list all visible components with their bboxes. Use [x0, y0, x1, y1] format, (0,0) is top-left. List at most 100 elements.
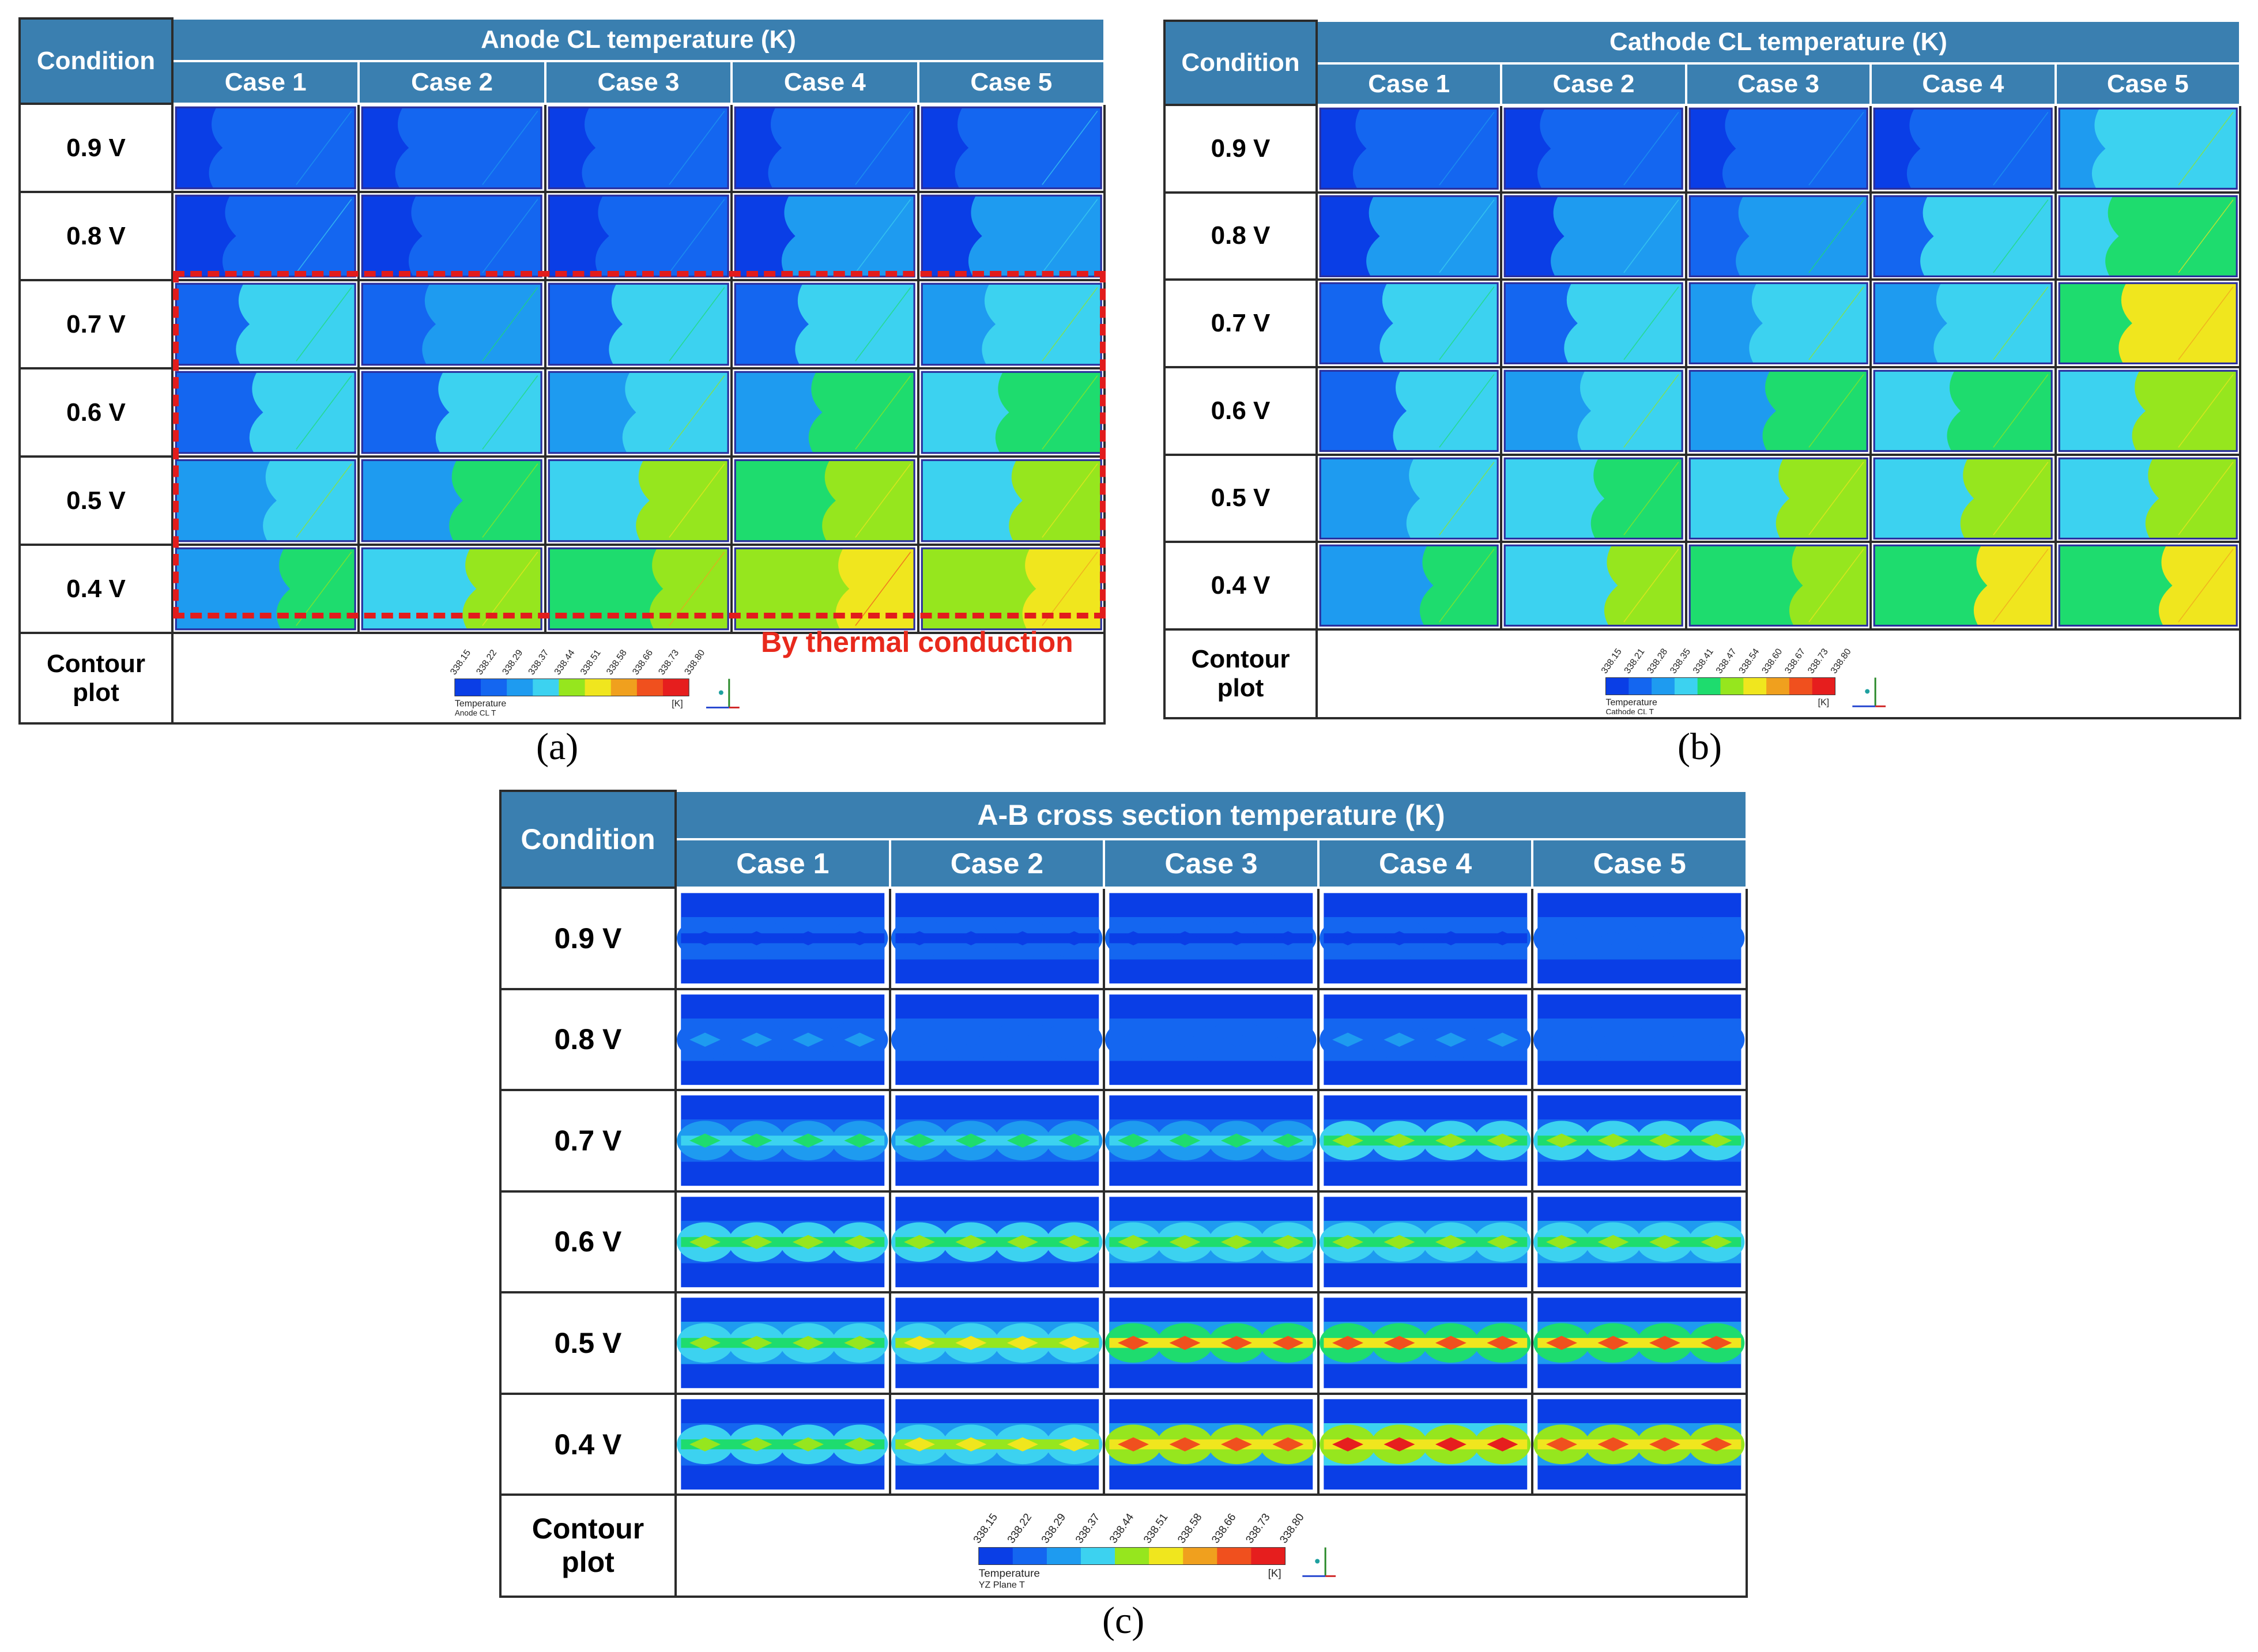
- case-header: Case 5: [2054, 62, 2242, 106]
- temperature-contour: [1533, 994, 1745, 1085]
- panel-b-table: Condition Cathode CL temperature (K) Cas…: [1163, 20, 2242, 720]
- contour-image: [1531, 1291, 1748, 1395]
- temperature-contour: [1319, 195, 1499, 277]
- contour-image: [730, 455, 919, 546]
- temperature-contour: [1504, 282, 1684, 365]
- contour-image: [888, 987, 1106, 1092]
- contour-image: [917, 455, 1106, 546]
- case-header: Case 3: [1103, 838, 1320, 889]
- temperature-contour: [891, 994, 1102, 1085]
- voltage-label: 0.8 V: [499, 987, 677, 1092]
- temperature-contour: [1533, 1298, 1745, 1389]
- temperature-contour: [734, 371, 915, 454]
- case-header: Case 2: [888, 838, 1106, 889]
- legend-color-swatch: [585, 679, 612, 696]
- contour-image: [730, 191, 919, 282]
- legend-tick-label: 338.51: [1141, 1511, 1170, 1545]
- temperature-contour: [891, 1196, 1102, 1287]
- contour-image: [730, 102, 919, 194]
- temperature-contour: [921, 371, 1102, 454]
- legend-color-swatch: [1697, 677, 1721, 695]
- legend-tick-label: 338.37: [1073, 1511, 1102, 1545]
- temperature-contour: [1688, 282, 1868, 365]
- temperature-contour: [1319, 369, 1499, 452]
- condition-row: 0.7 V: [18, 279, 1106, 370]
- case-header: Case 4: [1317, 838, 1534, 889]
- legend-color-swatch: [1812, 677, 1836, 695]
- legend-tick-label: 338.29: [501, 648, 525, 677]
- legend-tick-label: 338.80: [1277, 1511, 1306, 1545]
- contour-image: [544, 279, 733, 370]
- temperature-contour: [1319, 893, 1531, 984]
- contour-image: [1500, 365, 1687, 456]
- contour-image: [357, 367, 546, 458]
- contour-image: [544, 191, 733, 282]
- contour-image: [888, 1190, 1106, 1294]
- case-header: Case 3: [544, 60, 733, 105]
- panel-a: Condition Anode CL temperature (K) Case …: [18, 17, 1106, 725]
- contour-image: [1317, 887, 1534, 990]
- temperature-contour: [1105, 1196, 1317, 1287]
- case-header: Case 1: [674, 838, 891, 889]
- contour-image: [1317, 987, 1534, 1092]
- temperature-contour: [1688, 457, 1868, 540]
- temperature-contour: [1319, 107, 1499, 190]
- condition-row: 0.6 V: [1163, 365, 2242, 456]
- temperature-contour: [1105, 893, 1317, 984]
- contour-image: [1869, 191, 2057, 281]
- voltage-label: 0.5 V: [1163, 453, 1318, 544]
- contour-image: [1869, 453, 2057, 544]
- voltage-label: 0.7 V: [499, 1089, 677, 1193]
- legend-unit: [K]: [672, 699, 683, 709]
- temperature-contour: [2058, 195, 2238, 277]
- temperature-contour: [1319, 1399, 1531, 1489]
- legend-variable: Temperature: [1605, 697, 1657, 707]
- temperature-contour: [1319, 1196, 1531, 1287]
- condition-row: 0.8 V: [18, 191, 1106, 282]
- contour-image: [1315, 278, 1503, 368]
- contour-image: [544, 102, 733, 194]
- legend-tick-label: 338.66: [1209, 1511, 1238, 1545]
- temperature-contour: [1105, 1399, 1317, 1489]
- legend-tick-label: 338.15: [1600, 647, 1624, 676]
- contour-image: [674, 1392, 891, 1496]
- contour-legend: 338.15 338.21 338.28 338.35 338.41 338.47 338.…: [1315, 628, 2241, 720]
- condition-row: 0.4 V: [499, 1392, 1748, 1496]
- contour-image: [171, 191, 360, 282]
- voltage-label: 0.8 V: [1163, 191, 1318, 281]
- temperature-contour: [1319, 1298, 1531, 1389]
- case-header: Case 4: [1869, 62, 2057, 106]
- contour-image: [2054, 278, 2242, 368]
- contour-image: [1500, 453, 1687, 544]
- case-header: Case 1: [171, 60, 360, 105]
- condition-row: 0.7 V: [499, 1089, 1748, 1193]
- contour-image: [357, 455, 546, 546]
- temperature-contour: [1533, 1095, 1745, 1186]
- temperature-contour: [734, 459, 915, 542]
- contour-image: [1500, 191, 1687, 281]
- temperature-contour: [548, 106, 729, 190]
- legend-color-swatch: [1605, 677, 1629, 695]
- temperature-contour: [677, 1298, 888, 1389]
- panel-title: A-B cross section temperature (K): [674, 790, 1748, 840]
- contour-image: [1315, 191, 1503, 281]
- temperature-contour: [921, 194, 1102, 278]
- contour-image: [674, 1190, 891, 1294]
- legend-tick-label: 338.80: [683, 648, 707, 677]
- condition-header: Condition: [499, 790, 677, 889]
- contour-image: [171, 279, 360, 370]
- voltage-label: 0.7 V: [1163, 278, 1318, 368]
- temperature-contour: [921, 459, 1102, 542]
- contour-image: [888, 887, 1106, 990]
- condition-header: Condition: [18, 17, 174, 105]
- condition-row: 0.5 V: [18, 455, 1106, 546]
- contour-image: [357, 279, 546, 370]
- temperature-contour: [677, 1399, 888, 1489]
- legend-tick-label: 338.28: [1645, 647, 1669, 676]
- voltage-label: 0.9 V: [18, 102, 174, 194]
- legend-variable: Temperature: [455, 699, 507, 709]
- temperature-contour: [1533, 1399, 1745, 1489]
- case-header: Case 4: [730, 60, 919, 105]
- legend-tick-label: 338.35: [1668, 647, 1692, 676]
- temperature-contour: [2058, 282, 2238, 365]
